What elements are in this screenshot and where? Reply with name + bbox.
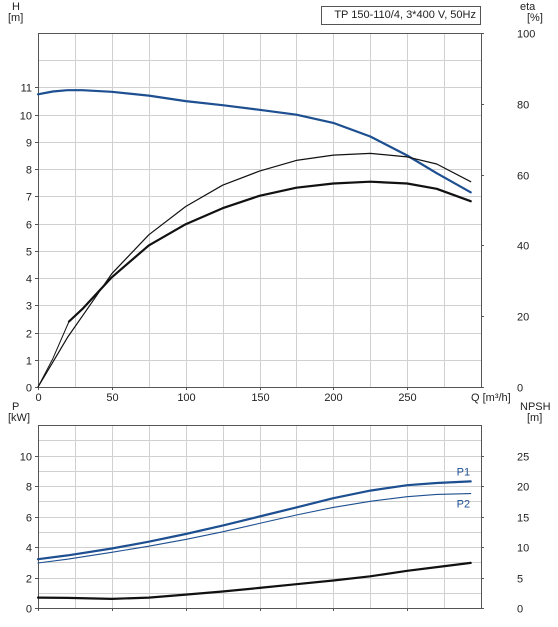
chart1-right-tick-label: 20 (517, 312, 529, 324)
chart2-right-tick-label: 20 (517, 482, 529, 494)
chart2-left-tick-label: 6 (26, 513, 32, 525)
chart1-right-tick-label: 100 (517, 29, 535, 41)
chart2-right-axis-label: NPSH (520, 401, 551, 413)
chart1-title-box (321, 6, 481, 25)
chart2-left-axis-label: P (12, 401, 19, 413)
chart1-left-tick-label: 8 (26, 165, 32, 177)
chart2-series-label-p1: P1 (457, 466, 470, 478)
chart1-x-tick-label: 50 (106, 392, 118, 404)
chart2-series-npsh (36, 561, 472, 600)
chart1-title: TP 150-110/4, 3*400 V, 50Hz (334, 9, 476, 21)
chart2-left-tick-label: 0 (26, 604, 32, 616)
chart2-right-tick-label: 0 (517, 604, 523, 616)
chart2-left-axis-unit: [kW] (8, 412, 30, 424)
chart1-series-eta-start (37, 321, 70, 388)
chart1-x-tick-label: 0 (35, 392, 41, 404)
chart1-series-h-thin (37, 89, 68, 95)
chart1-right-tick-label: 60 (517, 171, 529, 183)
chart1-right-tick-label: 40 (517, 241, 529, 253)
chart1-left-tick-label: 3 (26, 301, 32, 313)
chart1-left-tick-label: 6 (26, 220, 32, 232)
chart1-right-axis-unit: [%] (527, 12, 543, 24)
chart2-series-p1 (36, 480, 472, 561)
chart1-right-tick-label: 0 (517, 383, 523, 395)
chart1-left-tick-label: 2 (26, 329, 32, 341)
chart1-series-eta-thin (37, 152, 472, 388)
chart1-x-tick-label: 200 (324, 392, 342, 404)
chart1-left-tick-label: 7 (26, 192, 32, 204)
chart1-x-tick-label: 100 (177, 392, 195, 404)
chart1-series-h (36, 89, 472, 194)
chart2-left-tick-label: 2 (26, 574, 32, 586)
chart1-left-tick-label: 5 (26, 247, 32, 259)
chart2-right-tick-label: 10 (517, 543, 529, 555)
chart1-x-tick-label: 250 (398, 392, 416, 404)
chart2-left-tick-label: 8 (26, 482, 32, 494)
chart1-x-tick-label: 150 (251, 392, 269, 404)
chart1-left-tick-label: 9 (26, 138, 32, 150)
chart2-right-tick-label: 25 (517, 452, 529, 464)
chart2-series-label-p2: P2 (457, 499, 470, 511)
chart1-left-tick-label: 1 (26, 356, 32, 368)
chart1-left-axis-label: H (12, 1, 20, 13)
chart1-left-axis-unit: [m] (8, 12, 23, 24)
chart2-right-tick-label: 15 (517, 513, 529, 525)
chart1-left-tick-label: 10 (20, 111, 32, 123)
chart1-left-tick-label: 11 (21, 83, 32, 95)
chart2-right-tick-label: 5 (517, 574, 523, 586)
chart1-x-axis-label: Q [m³/h] (471, 392, 511, 404)
chart1-right-axis-label: eta (520, 1, 536, 13)
chart1-left-tick-label: 0 (26, 383, 32, 395)
chart1-right-tick-label: 80 (517, 100, 529, 112)
chart1-series-eta-thick (67, 180, 472, 323)
chart2-left-tick-label: 4 (26, 543, 32, 555)
chart1-left-tick-label: 4 (26, 274, 32, 286)
chart2-left-tick-label: 10 (20, 452, 32, 464)
chart2-series-p2 (37, 493, 472, 564)
chart2-right-axis-unit: [m] (527, 412, 542, 424)
